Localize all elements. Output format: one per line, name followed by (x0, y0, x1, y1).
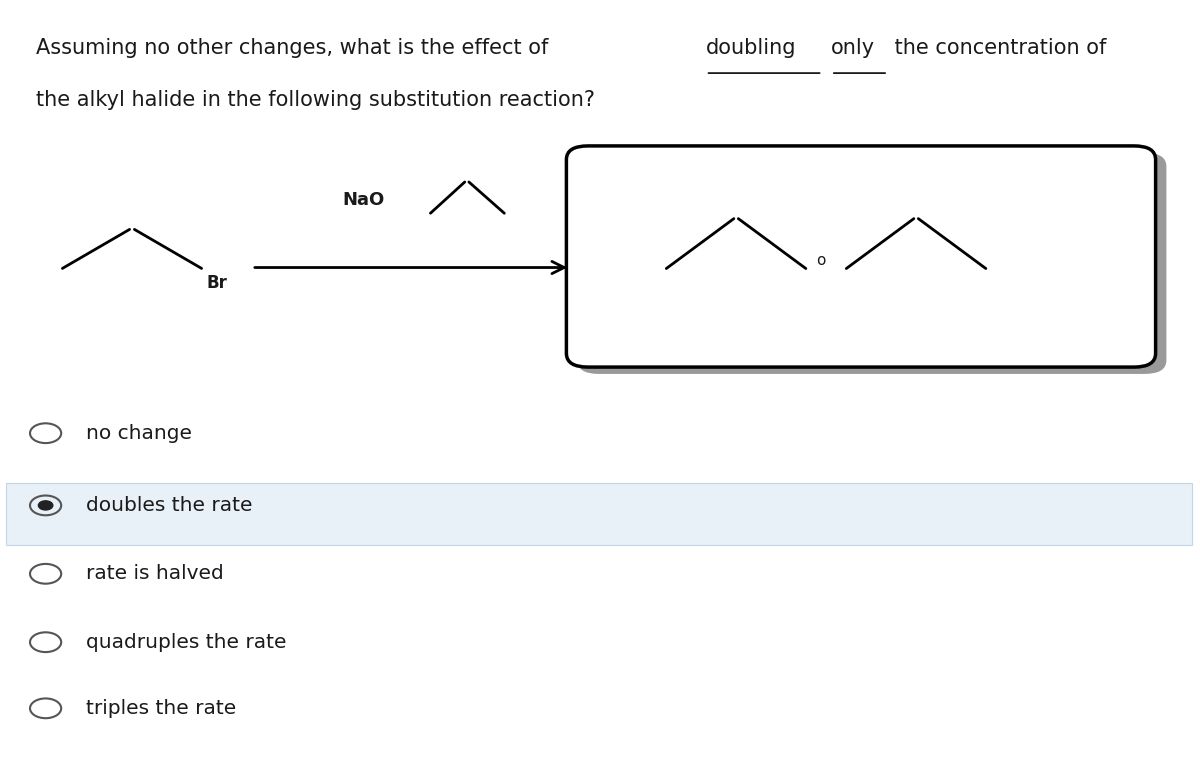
Circle shape (38, 501, 53, 510)
Text: no change: no change (86, 424, 192, 442)
Text: doubling: doubling (706, 38, 796, 58)
FancyBboxPatch shape (577, 153, 1166, 374)
Text: Br: Br (206, 274, 227, 292)
Text: o: o (816, 253, 826, 268)
FancyBboxPatch shape (566, 146, 1156, 367)
Text: NaO: NaO (342, 191, 384, 209)
Text: triples the rate: triples the rate (86, 699, 236, 717)
Text: quadruples the rate: quadruples the rate (86, 632, 287, 652)
Text: only: only (832, 38, 875, 58)
Text: doubles the rate: doubles the rate (86, 496, 253, 515)
Text: the alkyl halide in the following substitution reaction?: the alkyl halide in the following substi… (36, 90, 595, 109)
Text: Assuming no other changes, what is the effect of: Assuming no other changes, what is the e… (36, 38, 554, 58)
Text: rate is halved: rate is halved (86, 564, 224, 584)
Text: the concentration of: the concentration of (888, 38, 1106, 58)
FancyBboxPatch shape (6, 483, 1192, 545)
